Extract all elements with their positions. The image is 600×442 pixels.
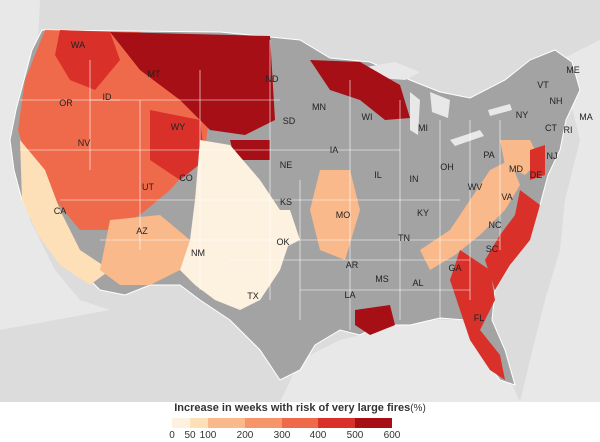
state-label-ms: MS bbox=[375, 274, 389, 284]
state-label-ar: AR bbox=[346, 260, 359, 270]
state-label-ky: KY bbox=[417, 208, 429, 218]
state-label-tx: TX bbox=[247, 291, 259, 301]
state-label-nh: NH bbox=[550, 96, 563, 106]
legend-tick-label: 100 bbox=[199, 430, 217, 441]
legend-tick-label: 300 bbox=[273, 430, 291, 441]
state-label-oh: OH bbox=[440, 162, 454, 172]
state-label-sd: SD bbox=[283, 116, 296, 126]
state-label-nv: NV bbox=[78, 138, 91, 148]
lake-huron bbox=[430, 92, 450, 118]
state-label-ca: CA bbox=[54, 206, 67, 216]
state-label-md: MD bbox=[509, 164, 523, 174]
state-label-nj: NJ bbox=[547, 151, 558, 161]
legend-tick-label: 400 bbox=[309, 430, 327, 441]
legend-tick-label: 600 bbox=[383, 430, 401, 441]
state-label-mo: MO bbox=[336, 210, 351, 220]
legend-title-text: Increase in weeks with risk of very larg… bbox=[174, 402, 411, 414]
legend-swatch bbox=[245, 418, 282, 428]
state-label-az: AZ bbox=[136, 226, 148, 236]
legend-swatch bbox=[282, 418, 318, 428]
state-labels: WA OR CA ID NV MT WY UT AZ CO NM ND SD N… bbox=[54, 40, 593, 323]
state-label-wy: WY bbox=[171, 122, 186, 132]
state-label-ri: RI bbox=[564, 125, 573, 135]
state-label-vt: VT bbox=[537, 80, 549, 90]
map: WA OR CA ID NV MT WY UT AZ CO NM ND SD N… bbox=[0, 0, 600, 402]
state-label-mn: MN bbox=[312, 102, 326, 112]
state-label-id: ID bbox=[103, 92, 113, 102]
state-label-nd: ND bbox=[266, 74, 279, 84]
us-fire-risk-map: WA OR CA ID NV MT WY UT AZ CO NM ND SD N… bbox=[0, 0, 600, 402]
state-label-me: ME bbox=[566, 65, 580, 75]
legend-color-bar bbox=[172, 418, 428, 428]
state-borders bbox=[20, 40, 501, 330]
lake-ontario bbox=[488, 104, 512, 116]
legend: Increase in weeks with risk of very larg… bbox=[0, 402, 600, 442]
state-label-tn: TN bbox=[398, 233, 410, 243]
state-label-ut: UT bbox=[142, 182, 154, 192]
state-label-ia: IA bbox=[330, 145, 339, 155]
legend-tick-label: 200 bbox=[236, 430, 254, 441]
state-label-va: VA bbox=[501, 192, 512, 202]
state-label-nc: NC bbox=[489, 220, 502, 230]
state-label-wv: WV bbox=[468, 182, 483, 192]
legend-swatch bbox=[190, 418, 208, 428]
legend-title: Increase in weeks with risk of very larg… bbox=[0, 402, 600, 414]
state-label-mi: MI bbox=[418, 123, 428, 133]
state-label-pa: PA bbox=[483, 150, 494, 160]
legend-swatch bbox=[208, 418, 245, 428]
legend-tick-label: 0 bbox=[169, 430, 175, 441]
legend-tick-label: 500 bbox=[346, 430, 364, 441]
state-label-ct: CT bbox=[545, 123, 557, 133]
legend-swatch bbox=[355, 418, 392, 428]
legend-unit: (%) bbox=[410, 403, 426, 414]
state-label-fl: FL bbox=[474, 313, 485, 323]
state-label-wa: WA bbox=[71, 40, 85, 50]
legend-swatch bbox=[172, 418, 190, 428]
state-label-de: DE bbox=[530, 170, 543, 180]
state-label-in: IN bbox=[410, 174, 419, 184]
legend-swatch bbox=[318, 418, 355, 428]
state-label-ok: OK bbox=[276, 237, 289, 247]
lake-michigan bbox=[410, 92, 420, 135]
legend-tick-label: 50 bbox=[184, 430, 196, 441]
lake-erie bbox=[450, 130, 484, 146]
atlantic-ocean bbox=[520, 40, 600, 402]
state-label-al: AL bbox=[412, 278, 423, 288]
state-label-ma: MA bbox=[579, 112, 593, 122]
state-label-or: OR bbox=[59, 98, 73, 108]
state-label-ny: NY bbox=[516, 110, 529, 120]
legend-ticks: 0 50 100 200 300 400 500 600 bbox=[169, 430, 428, 442]
state-label-wi: WI bbox=[362, 112, 373, 122]
state-label-ks: KS bbox=[280, 197, 292, 207]
state-label-sc: SC bbox=[486, 244, 499, 254]
state-label-nm: NM bbox=[191, 248, 205, 258]
gulf-of-mexico bbox=[280, 320, 520, 402]
state-label-mt: MT bbox=[148, 69, 161, 79]
state-label-ne: NE bbox=[280, 160, 293, 170]
state-label-ga: GA bbox=[448, 263, 461, 273]
risk-regions bbox=[18, 30, 545, 380]
state-label-co: CO bbox=[179, 173, 193, 183]
state-label-il: IL bbox=[374, 170, 382, 180]
state-label-la: LA bbox=[344, 290, 355, 300]
